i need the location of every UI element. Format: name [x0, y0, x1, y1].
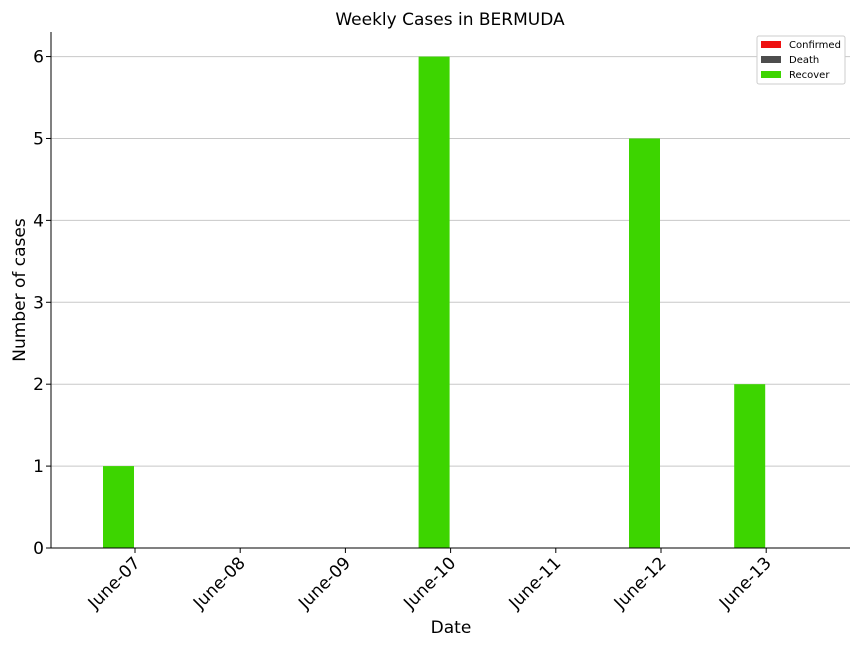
y-tick-label: 2	[33, 375, 44, 395]
x-tick-label: June-13	[715, 553, 776, 614]
bar-recover	[418, 56, 450, 548]
legend-label: Recover	[789, 70, 830, 81]
bars	[103, 56, 766, 548]
gridlines	[51, 56, 850, 467]
y-tick-label: 3	[33, 293, 44, 313]
x-tick-label: June-10	[399, 553, 460, 614]
y-tick-label: 1	[33, 457, 44, 477]
legend: Confirmed Death Recover	[756, 35, 846, 85]
y-tick-label: 5	[33, 129, 44, 149]
legend-label: Confirmed	[789, 40, 841, 51]
bar-recover	[103, 466, 134, 548]
x-axis-label: Date	[431, 618, 472, 638]
x-ticks: June-07 June-08 June-09 June-10 June-11 June-…	[84, 548, 776, 614]
x-tick-label: June-11	[505, 553, 566, 614]
legend-label: Death	[789, 55, 819, 66]
y-axis-label: Number of cases	[10, 218, 30, 362]
bar-recover	[734, 384, 766, 548]
legend-swatch	[761, 56, 781, 63]
axes	[50, 32, 850, 549]
x-tick-label: June-09	[294, 553, 355, 614]
x-tick-label: June-08	[189, 553, 250, 614]
x-tick-label: June-12	[610, 553, 671, 614]
legend-swatch	[761, 71, 781, 78]
legend-swatch	[761, 41, 781, 48]
y-tick-label: 0	[33, 539, 44, 559]
x-tick-label: June-07	[84, 553, 145, 614]
bar-recover	[629, 138, 660, 548]
y-tick-label: 6	[33, 48, 44, 68]
y-tick-label: 4	[33, 211, 44, 231]
y-ticks: 0 1 2 3 4 5 6	[33, 48, 51, 559]
chart-title: Weekly Cases in BERMUDA	[335, 10, 565, 30]
